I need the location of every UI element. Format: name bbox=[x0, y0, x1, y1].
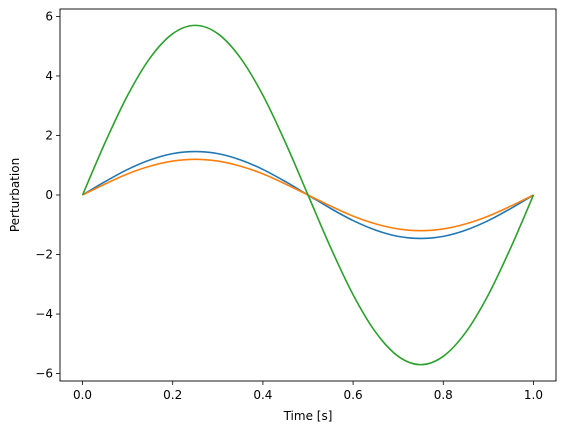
x-tick-label: 0.6 bbox=[344, 388, 363, 402]
x-tick-label: 1.0 bbox=[524, 388, 543, 402]
x-tick-label: 0.0 bbox=[73, 388, 92, 402]
x-axis: 0.0 0.2 0.4 0.6 0.8 1.0 bbox=[73, 381, 543, 402]
y-tick-label: 6 bbox=[45, 9, 53, 23]
y-axis: −6 −4 −2 0 2 4 6 bbox=[35, 9, 60, 381]
y-tick-label: −6 bbox=[35, 367, 53, 381]
y-axis-label: Perturbation bbox=[8, 158, 22, 232]
y-tick-label: −4 bbox=[35, 307, 53, 321]
x-tick-label: 0.4 bbox=[253, 388, 272, 402]
y-tick-label: 4 bbox=[45, 69, 53, 83]
y-tick-label: −2 bbox=[35, 248, 53, 262]
y-tick-label: 2 bbox=[45, 128, 53, 142]
x-tick-label: 0.8 bbox=[434, 388, 453, 402]
y-tick-label: 0 bbox=[45, 188, 53, 202]
series-line-3 bbox=[81, 24, 535, 366]
series-layer bbox=[81, 24, 535, 366]
x-axis-label: Time [s] bbox=[283, 409, 333, 423]
x-tick-label: 0.2 bbox=[163, 388, 182, 402]
